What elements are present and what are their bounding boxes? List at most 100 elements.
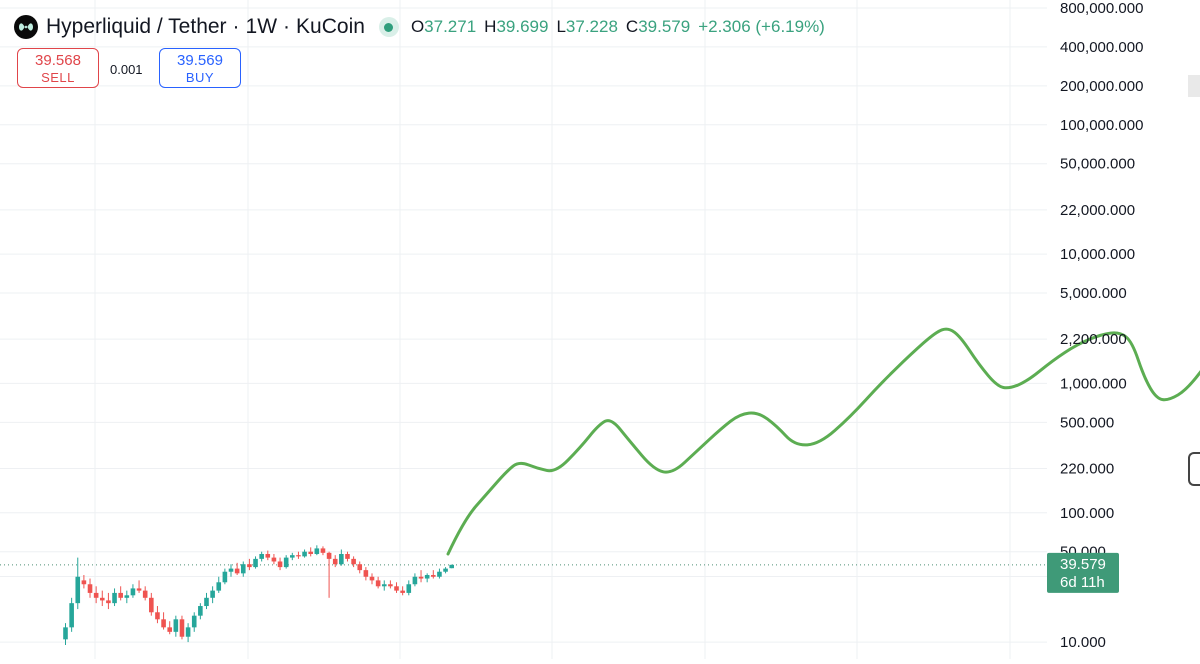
vertical-gridlines — [94, 0, 1011, 659]
ohlc-close: C39.579 — [625, 17, 691, 36]
ohlc-high: H39.699 — [484, 17, 549, 36]
axis-tick-label: 10,000.000 — [1060, 246, 1135, 263]
candle-body — [63, 627, 68, 640]
header-separator: · — [232, 15, 240, 38]
candle-body — [412, 576, 418, 585]
candle-body — [339, 553, 344, 565]
candle-body — [210, 590, 215, 598]
candle-body — [283, 557, 289, 568]
candle-body — [424, 575, 430, 579]
ohlc-low: L37.228 — [556, 17, 618, 36]
candle-body — [265, 553, 271, 558]
candle-body — [173, 619, 179, 632]
candle-body — [222, 571, 228, 583]
candle-body — [106, 600, 111, 604]
candle-body — [332, 558, 338, 565]
candle-body — [431, 575, 436, 577]
candle-body — [400, 590, 405, 593]
candle-body — [357, 564, 363, 571]
candle-body — [118, 592, 123, 598]
candle-body — [136, 588, 142, 591]
candle-body — [375, 580, 381, 587]
axis-tick-label: 400,000.000 — [1060, 39, 1143, 56]
candle-body — [149, 597, 154, 613]
candle-body — [253, 558, 258, 568]
axis-tick-label: 200,000.000 — [1060, 78, 1143, 95]
symbol-name[interactable]: Hyperliquid / Tether — [46, 15, 227, 38]
candle-body — [179, 619, 185, 637]
candle-body — [69, 603, 74, 628]
candle-body — [369, 576, 375, 581]
exchange-label[interactable]: KuCoin — [296, 15, 365, 38]
price-axis-labels: 800,000.000 400,000.000 200,000.000 100,000… — [1060, 0, 1143, 651]
candle-body — [449, 564, 454, 569]
buy-label: BUY — [185, 70, 215, 85]
candle-body — [314, 548, 320, 554]
candle-body — [124, 595, 130, 598]
candle-body — [296, 555, 301, 557]
candle-body — [345, 553, 350, 559]
spread-value: 0.001 — [110, 62, 143, 77]
axis-tick-label: 5,000.000 — [1060, 285, 1127, 302]
candle-body — [155, 612, 160, 620]
candle-body — [277, 561, 283, 568]
axis-tick-label: 22,000.000 — [1060, 202, 1135, 219]
candle-body — [112, 592, 117, 604]
candle-body — [130, 588, 136, 596]
candle-body — [167, 627, 173, 632]
candle-body — [363, 570, 369, 577]
candle-body — [388, 584, 393, 587]
hyperliquid-logo-icon — [14, 15, 38, 39]
bar-countdown: 6d 11h — [1060, 574, 1105, 591]
scale-toggle-tab[interactable] — [1188, 75, 1200, 97]
candle-body — [437, 571, 442, 577]
header-separator: · — [283, 15, 291, 38]
candle-body — [228, 568, 234, 572]
candle-body — [443, 568, 448, 572]
candle-body — [142, 590, 148, 598]
candle-body — [234, 568, 240, 574]
candle-body — [81, 580, 87, 585]
candle-body — [99, 597, 105, 601]
axis-tick-label: 50,000.000 — [1060, 156, 1135, 173]
sell-price: 39.568 — [35, 52, 81, 69]
trend-projection-drawing — [446, 327, 1200, 556]
candle-body — [271, 557, 277, 562]
candle-body — [326, 552, 332, 559]
axis-tick-label: 500.000 — [1060, 414, 1114, 431]
candle-body — [204, 597, 209, 607]
candle-body — [240, 564, 246, 574]
candle-body — [161, 619, 166, 628]
interval-label[interactable]: 1W — [245, 15, 278, 38]
axis-tick-label: 100.000 — [1060, 505, 1114, 522]
candle-body — [191, 615, 197, 628]
candle-body — [185, 627, 191, 637]
candle-body — [302, 551, 307, 557]
last-price-value: 39.579 — [1060, 556, 1106, 573]
candle-body — [93, 592, 99, 598]
axis-tick-label: 220.000 — [1060, 460, 1114, 477]
candle-body — [308, 551, 313, 554]
candle-body — [351, 558, 356, 565]
sell-button[interactable]: 39.568 SELL — [17, 48, 99, 88]
buy-price: 39.569 — [177, 52, 223, 69]
candles — [63, 545, 454, 645]
candle-body — [247, 564, 252, 568]
axis-tick-label: 800,000.000 — [1060, 0, 1143, 17]
candle-body — [87, 584, 93, 593]
last-price-tag: 39.579 6d 11h — [1047, 552, 1119, 593]
candle-body — [320, 548, 326, 553]
candle-body — [418, 576, 424, 579]
candle-body — [394, 586, 399, 591]
symbol-header: Hyperliquid / Tether · 1W · KuCoin O37.2… — [14, 12, 825, 42]
horizontal-gridlines — [0, 7, 1047, 643]
sell-label: SELL — [41, 70, 75, 85]
ohlc-open: O37.271 — [410, 17, 477, 36]
side-handle[interactable] — [1188, 452, 1200, 486]
last-price-tag-bg — [1047, 552, 1119, 593]
axis-tick-label: 100,000.000 — [1060, 117, 1143, 134]
price-change: +2.306 (+6.19%) — [698, 17, 825, 36]
buy-button[interactable]: 39.569 BUY — [159, 48, 241, 88]
